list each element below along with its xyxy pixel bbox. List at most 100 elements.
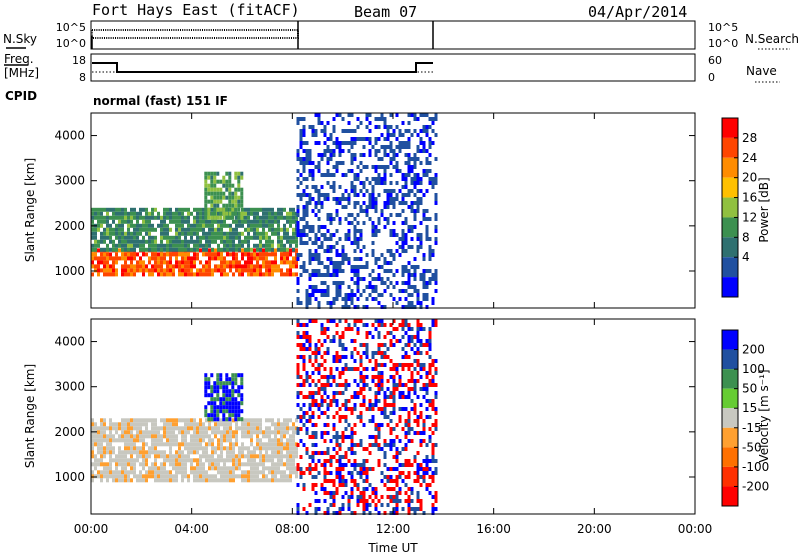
velocity-cell — [326, 407, 330, 411]
velocity-cell — [148, 430, 151, 435]
power-cell — [311, 289, 315, 293]
power-cell — [217, 211, 220, 216]
power-cell — [305, 193, 309, 197]
velocity-cell — [124, 458, 127, 463]
power-cell — [296, 213, 300, 217]
velocity-cell — [365, 347, 369, 351]
velocity-cell — [383, 335, 387, 339]
power-cell — [190, 223, 193, 228]
power-cell — [377, 181, 381, 185]
velocity-cell — [407, 323, 411, 327]
power-cell — [253, 268, 256, 273]
velocity-cell — [350, 471, 354, 475]
power-cell — [268, 264, 271, 269]
velocity-cell — [353, 451, 357, 455]
power-cell — [386, 217, 390, 221]
velocity-cell — [419, 443, 423, 447]
velocity-cell — [175, 462, 178, 467]
velocity-cell — [434, 507, 438, 511]
velocity-cell — [359, 319, 363, 323]
velocity-cell — [106, 470, 109, 475]
power-cell — [265, 243, 268, 248]
power-cell — [115, 252, 118, 257]
power-cell — [160, 227, 163, 232]
power-cell — [326, 237, 330, 241]
velocity-cell — [338, 359, 342, 363]
velocity-cell — [199, 462, 202, 467]
power-cell — [434, 237, 438, 241]
velocity-cell — [292, 422, 295, 427]
power-cell — [124, 252, 127, 257]
power-cell — [124, 256, 127, 261]
velocity-cell — [338, 335, 342, 339]
velocity-cell — [335, 511, 339, 515]
power-cell — [154, 215, 157, 220]
power-cell — [241, 252, 244, 257]
velocity-cell — [362, 459, 366, 463]
power-cell — [91, 219, 94, 224]
velocity-cell — [193, 474, 196, 479]
power-cell — [247, 223, 250, 228]
velocity-cell — [295, 474, 298, 479]
power-cell — [308, 125, 312, 129]
velocity-cell — [320, 375, 324, 379]
power-cell — [259, 239, 262, 244]
velocity-cell — [389, 447, 393, 451]
velocity-cell — [232, 470, 235, 475]
power-cell — [271, 272, 274, 277]
power-cell — [196, 268, 199, 273]
power-cell — [383, 217, 387, 221]
power-cell — [368, 121, 372, 125]
velocity-cell — [259, 450, 262, 455]
velocity-cell — [277, 454, 280, 459]
power-cell — [231, 195, 235, 200]
velocity-cell — [223, 470, 226, 475]
velocity-cell — [196, 462, 199, 467]
power-cell — [296, 209, 300, 213]
velocity-cell — [231, 389, 235, 394]
power-cell — [169, 219, 172, 224]
velocity-cell — [380, 407, 384, 411]
velocity-cell — [115, 470, 118, 475]
power-cell — [419, 233, 423, 237]
power-cell — [425, 297, 429, 301]
power-cell — [222, 183, 226, 188]
velocity-cell — [94, 422, 97, 427]
velocity-cell — [154, 462, 157, 467]
power-cell — [199, 272, 202, 277]
power-cell — [157, 215, 160, 220]
power-cell — [374, 233, 378, 237]
power-cell — [431, 117, 435, 121]
velocity-cell — [97, 442, 100, 447]
power-cell — [320, 185, 324, 189]
velocity-cell — [292, 426, 295, 431]
velocity-cell — [389, 427, 393, 431]
power-cell — [338, 217, 342, 221]
velocity-cell — [398, 383, 402, 387]
velocity-cell — [226, 426, 229, 431]
power-cell — [374, 257, 378, 261]
velocity-cell — [299, 415, 303, 419]
velocity-cell — [112, 422, 115, 427]
velocity-cell — [211, 454, 214, 459]
velocity-cell — [329, 403, 333, 407]
power-cell — [232, 219, 235, 224]
power-cell — [139, 207, 142, 212]
power-cell — [190, 239, 193, 244]
velocity-cell — [202, 454, 205, 459]
power-cell — [419, 137, 423, 141]
velocity-cell — [136, 446, 139, 451]
power-cell — [320, 289, 324, 293]
velocity-cell — [407, 431, 411, 435]
velocity-cell — [383, 403, 387, 407]
power-cell — [323, 149, 327, 153]
velocity-cell — [250, 430, 253, 435]
power-cell — [365, 253, 369, 257]
power-cell — [314, 113, 318, 117]
velocity-cell — [332, 335, 336, 339]
power-cell — [407, 293, 411, 297]
power-cell — [311, 177, 315, 181]
velocity-cell — [225, 389, 229, 394]
velocity-cell — [302, 355, 306, 359]
